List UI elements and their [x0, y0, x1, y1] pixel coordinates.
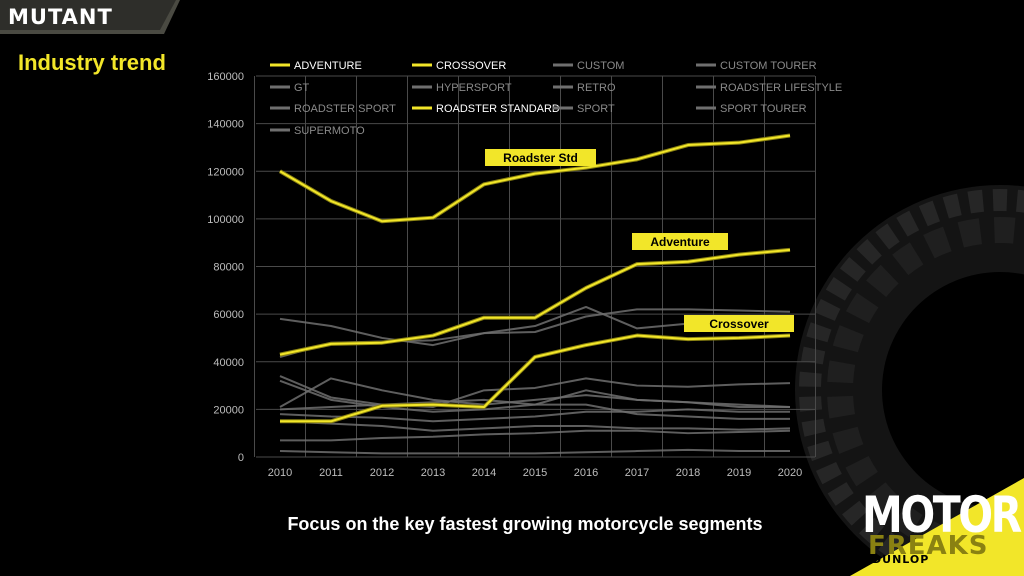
x-tick-label: 2011 — [319, 467, 343, 479]
legend-label: CROSSOVER — [436, 60, 506, 72]
legend-label: ROADSTER STANDARD — [436, 103, 560, 115]
series-line — [279, 398, 790, 420]
series-line — [279, 377, 790, 408]
legend-label: RETRO — [577, 82, 616, 94]
chart-legend: ADVENTURE CROSSOVER CUSTOM CUSTOM TOURER GT H… — [270, 60, 842, 137]
slide-footnote: Focus on the key fastest growing motorcy… — [287, 514, 763, 534]
series-line — [279, 375, 791, 408]
x-tick-label: 2013 — [421, 467, 445, 479]
x-tick-label: 2010 — [268, 467, 292, 479]
legend-label: CUSTOM — [577, 60, 624, 72]
y-tick-label: 120000 — [207, 166, 244, 178]
y-tick-label: 60000 — [213, 309, 244, 321]
legend-label: ROADSTER LIFESTYLE — [720, 82, 842, 94]
series-line — [279, 408, 790, 423]
y-tick-label: 0 — [238, 452, 244, 464]
series-line — [279, 420, 791, 432]
y-tick-label: 100000 — [207, 214, 244, 226]
brand-banner — [0, 0, 180, 34]
legend-label: SPORT TOURER — [720, 103, 807, 115]
series-line — [279, 134, 791, 223]
y-tick-label: 40000 — [213, 357, 244, 369]
logo-sponsor: DUNLOP — [872, 553, 930, 566]
series-line — [279, 248, 791, 356]
logo-word-motor: MOTOR — [862, 486, 1022, 544]
legend-label: SUPERMOTO — [294, 125, 365, 137]
x-tick-label: 2014 — [472, 467, 496, 479]
x-tick-label: 2020 — [778, 467, 802, 479]
series-line — [280, 334, 791, 423]
series-line — [280, 429, 791, 442]
annotation-label: Roadster Std — [503, 151, 578, 165]
slide-title: Industry trend — [18, 50, 166, 75]
chart-series — [278, 133, 791, 455]
chart-annotations: Roadster Std Adventure Crossover — [485, 149, 794, 332]
tyre-graphic — [795, 185, 1024, 560]
y-tick-label: 140000 — [207, 119, 244, 131]
annotation-box — [684, 315, 794, 332]
x-tick-label: 2015 — [523, 467, 547, 479]
axis-ticks: 0 20000 40000 60000 80000 100000 120000 140000 1… — [207, 71, 802, 479]
legend-label: ROADSTER SPORT — [294, 103, 396, 115]
x-tick-label: 2017 — [625, 467, 649, 479]
annotation-box — [485, 149, 596, 166]
series-line — [279, 448, 790, 455]
x-tick-label: 2016 — [574, 467, 598, 479]
motorfreaks-logo-backdrop — [850, 478, 1024, 576]
line-chart: 0 20000 40000 60000 80000 100000 120000 140000 1… — [207, 60, 842, 479]
y-tick-label: 20000 — [213, 404, 244, 416]
annotation-box — [632, 233, 728, 250]
y-tick-label: 160000 — [207, 71, 244, 83]
logo-word-freaks: FREAKS — [868, 531, 989, 561]
legend-label: CUSTOM TOURER — [720, 60, 817, 72]
annotation-label: Adventure — [650, 235, 710, 249]
x-tick-label: 2012 — [370, 467, 394, 479]
annotation-label: Crossover — [709, 317, 769, 331]
legend-label: SPORT — [577, 103, 615, 115]
legend-label: HYPERSPORT — [436, 82, 512, 94]
legend-label: GT — [294, 82, 310, 94]
y-tick-label: 80000 — [213, 262, 244, 274]
x-tick-label: 2018 — [676, 467, 700, 479]
x-tick-label: 2019 — [727, 467, 751, 479]
legend-label: ADVENTURE — [294, 60, 362, 72]
brand-name: MUTANT — [8, 5, 113, 29]
